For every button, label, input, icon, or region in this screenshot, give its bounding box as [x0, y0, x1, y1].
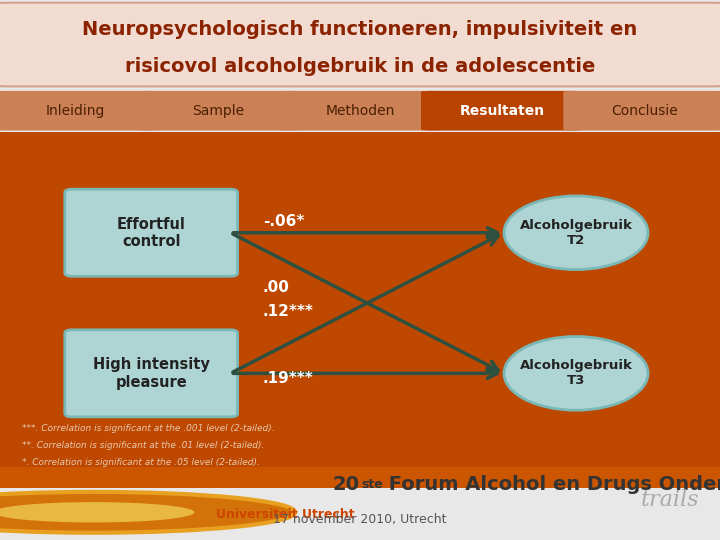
- Text: Universiteit Utrecht: Universiteit Utrecht: [216, 508, 355, 521]
- Text: Inleiding: Inleiding: [46, 104, 105, 118]
- Text: *. Correlation is significant at the .05 level (2-tailed).: *. Correlation is significant at the .05…: [22, 457, 259, 467]
- Text: -.06*: -.06*: [263, 213, 304, 228]
- Text: .00: .00: [263, 280, 289, 295]
- Text: .19***: .19***: [263, 371, 313, 386]
- Text: Resultaten: Resultaten: [459, 104, 545, 118]
- FancyBboxPatch shape: [0, 3, 720, 86]
- Text: .12***: .12***: [263, 304, 314, 319]
- Text: **. Correlation is significant at the .01 level (2-tailed).: **. Correlation is significant at the .0…: [22, 441, 264, 450]
- Text: Forum Alcohol en Drugs Onderzoek: Forum Alcohol en Drugs Onderzoek: [382, 475, 720, 495]
- Text: ste: ste: [361, 477, 383, 490]
- Ellipse shape: [504, 336, 648, 410]
- Text: ***. Correlation is significant at the .001 level (2-tailed).: ***. Correlation is significant at the .…: [22, 424, 274, 433]
- Text: Alcoholgebruik
T2: Alcoholgebruik T2: [520, 219, 632, 247]
- FancyBboxPatch shape: [0, 91, 157, 131]
- FancyBboxPatch shape: [137, 91, 299, 131]
- Circle shape: [0, 502, 194, 523]
- Ellipse shape: [504, 196, 648, 269]
- Text: 17 november 2010, Utrecht: 17 november 2010, Utrecht: [274, 513, 446, 526]
- Text: Sample: Sample: [192, 104, 244, 118]
- FancyBboxPatch shape: [421, 91, 583, 131]
- Text: Alcoholgebruik
T3: Alcoholgebruik T3: [520, 359, 632, 387]
- Text: 20: 20: [333, 475, 360, 495]
- Text: Effortful
control: Effortful control: [117, 217, 186, 249]
- FancyBboxPatch shape: [65, 189, 238, 276]
- Text: Conclusie: Conclusie: [611, 104, 678, 118]
- FancyBboxPatch shape: [279, 91, 441, 131]
- Text: Methoden: Methoden: [325, 104, 395, 118]
- Text: Neuropsychologisch functioneren, impulsiviteit en: Neuropsychologisch functioneren, impulsi…: [82, 20, 638, 39]
- FancyBboxPatch shape: [0, 126, 720, 481]
- FancyBboxPatch shape: [563, 91, 720, 131]
- Text: trails: trails: [640, 489, 699, 511]
- Text: High intensity
pleasure: High intensity pleasure: [93, 357, 210, 389]
- FancyBboxPatch shape: [0, 467, 720, 488]
- FancyBboxPatch shape: [65, 330, 238, 417]
- Circle shape: [0, 492, 295, 532]
- Text: risicovol alcoholgebruik in de adolescentie: risicovol alcoholgebruik in de adolescen…: [125, 57, 595, 76]
